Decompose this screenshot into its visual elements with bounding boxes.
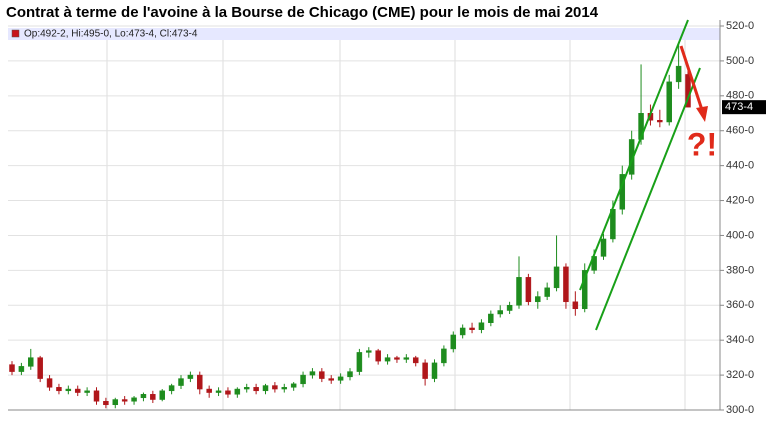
candle-body: [290, 383, 297, 388]
arrow-head: [696, 106, 708, 122]
candle-body: [65, 388, 72, 392]
candle-body: [581, 270, 588, 310]
candle-body: [328, 378, 334, 381]
annotation: ?!: [687, 126, 717, 162]
candle-body: [112, 399, 119, 406]
candle-body: [450, 334, 457, 350]
legend-band: [8, 28, 720, 40]
candle-body: [375, 350, 381, 362]
candle-body: [459, 327, 466, 336]
candle-body: [56, 387, 62, 392]
candle-body: [478, 322, 485, 330]
y-tick-label: 340-0: [726, 334, 754, 346]
candle-body: [497, 310, 503, 315]
candle-body: [234, 388, 241, 395]
candle-body: [384, 357, 391, 362]
legend-text: Op:492-2, Hi:495-0, Lo:473-4, Cl:473-4: [24, 29, 198, 40]
candle-body: [441, 348, 447, 364]
candle-body: [666, 81, 672, 123]
candle-body: [159, 390, 165, 400]
candle-body: [243, 387, 250, 390]
candle-body: [572, 301, 579, 310]
candle-body: [272, 385, 278, 390]
last-price-label: 473-4: [725, 101, 753, 113]
candle-body: [366, 350, 372, 353]
candle-body: [347, 371, 353, 378]
arrow-shaft: [679, 45, 704, 111]
candle-body: [319, 371, 325, 379]
plot: [8, 25, 720, 411]
candle-body: [412, 357, 419, 364]
y-tick-label: 360-0: [726, 299, 754, 311]
candle-body: [253, 387, 259, 392]
candle-body: [675, 65, 682, 83]
candle-body: [103, 401, 109, 406]
chart-title: Contrat à terme de l'avoine à la Bourse …: [6, 4, 599, 21]
candle-body: [74, 388, 81, 393]
candle-body: [422, 362, 428, 379]
y-tick-label: 320-0: [726, 369, 754, 381]
candle-body: [131, 397, 137, 402]
candle-body: [206, 388, 212, 393]
y-tick-label: 500-0: [726, 55, 754, 67]
candle-body: [84, 390, 90, 393]
candle-body: [37, 357, 43, 379]
candle-body: [563, 266, 569, 303]
candle-body: [150, 394, 156, 400]
candle-body: [506, 305, 513, 311]
candle-body: [46, 378, 53, 388]
candle-body: [553, 266, 560, 289]
candle-body: [657, 120, 663, 123]
candle-body: [168, 385, 175, 392]
candle-body: [431, 362, 438, 379]
candle-body: [403, 357, 410, 360]
candle-body: [93, 390, 100, 402]
candle-body: [187, 374, 194, 379]
y-tick-label: 440-0: [726, 160, 754, 172]
channel-line: [595, 67, 701, 331]
candle-body: [356, 352, 363, 372]
candle-body: [525, 277, 532, 303]
channel-line: [579, 19, 689, 291]
y-tick-label: 420-0: [726, 194, 754, 206]
candle-body: [9, 364, 15, 372]
candle-body: [140, 394, 147, 399]
candle-body: [337, 376, 344, 381]
candle-body: [18, 366, 25, 372]
candle-body: [197, 374, 203, 390]
candle-body: [215, 390, 222, 393]
legend-swatch: [11, 29, 20, 38]
candle-body: [394, 357, 400, 360]
candle-body: [262, 385, 269, 392]
candle-body: [488, 313, 494, 323]
y-tick-label: 400-0: [726, 229, 754, 241]
candle-body: [544, 287, 550, 297]
candle-body: [281, 387, 288, 390]
y-tick-label: 460-0: [726, 125, 754, 137]
candle-body: [600, 238, 607, 257]
y-tick-label: 520-0: [726, 20, 754, 32]
candle-body: [28, 357, 34, 367]
candle-body: [121, 399, 128, 402]
candle-body: [535, 296, 541, 303]
candle-body: [225, 390, 231, 395]
y-tick-label: 480-0: [726, 90, 754, 102]
y-tick-label: 380-0: [726, 264, 754, 276]
last-price-box: [722, 100, 766, 115]
candle-body: [469, 327, 475, 330]
candle-body: [309, 371, 316, 376]
candle-body: [178, 378, 184, 386]
y-tick-label: 300-0: [726, 404, 754, 416]
candle-body: [516, 277, 522, 306]
candle-body: [300, 374, 306, 385]
